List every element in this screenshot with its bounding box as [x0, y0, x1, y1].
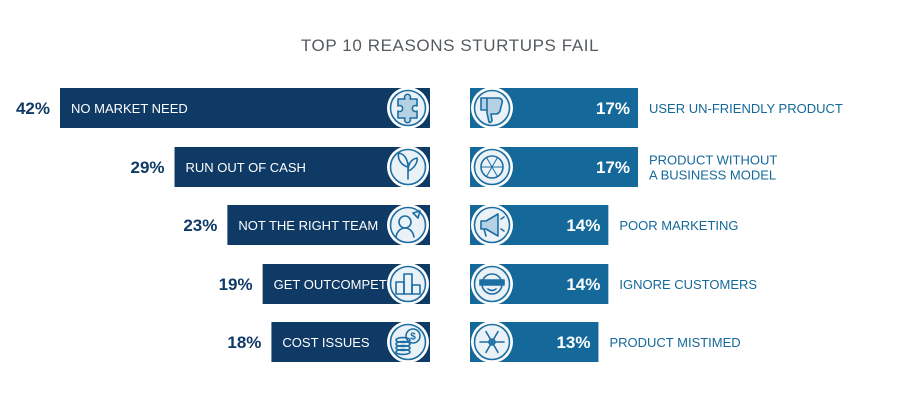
right-category-label: A BUSINESS MODEL — [649, 168, 776, 183]
chart-title: TOP 10 REASONS STURTUPS FAIL — [300, 36, 600, 55]
left-bar-group: 42% NO MARKET NEED — [16, 87, 430, 129]
megaphone-icon — [471, 204, 513, 246]
left-bar-group: 19% GET OUTCOMPETED — [219, 263, 430, 305]
right-value-label: 17% — [596, 158, 630, 177]
left-category-label: RUN OUT OF CASH — [186, 160, 306, 175]
left-value-label: 23% — [183, 216, 217, 235]
left-category-label: GET OUTCOMPETED — [274, 277, 405, 292]
blindfold-icon — [471, 263, 513, 305]
right-category-label: USER UN-FRIENDLY PRODUCT — [649, 101, 843, 116]
icon-inner — [473, 206, 511, 244]
right-bar-group: 14% IGNORE CUSTOMERS — [470, 263, 757, 305]
right-value-label: 14% — [566, 216, 600, 235]
right-category-label: PRODUCT WITHOUT — [649, 153, 777, 168]
right-bar-group: 14% POOR MARKETING — [470, 204, 739, 246]
right-category-label: IGNORE CUSTOMERS — [619, 277, 757, 292]
right-value-label: 14% — [566, 275, 600, 294]
left-bar-group: 23% NOT THE RIGHT TEAM — [183, 204, 430, 246]
money-plant-icon — [387, 146, 429, 188]
snowflake-icon — [471, 321, 513, 363]
left-category-label: NO MARKET NEED — [71, 101, 188, 116]
coins-icon: $ — [387, 321, 429, 363]
left-value-label: 18% — [227, 333, 261, 352]
hamster-wheel-icon — [471, 146, 513, 188]
left-bar-group: 18% COST ISSUES $ — [227, 321, 430, 363]
puzzle-icon — [387, 87, 429, 129]
left-category-label: NOT THE RIGHT TEAM — [238, 218, 378, 233]
dollar-glyph: $ — [410, 332, 416, 343]
left-bar — [60, 88, 430, 128]
left-bar-group: 29% RUN OUT OF CASH — [130, 146, 430, 188]
right-category-label: POOR MARKETING — [619, 218, 738, 233]
icon-inner — [389, 265, 427, 303]
left-value-label: 19% — [219, 275, 253, 294]
right-value-label: 17% — [596, 99, 630, 118]
team-icon — [387, 204, 429, 246]
left-value-label: 29% — [130, 158, 164, 177]
podium-icon — [387, 263, 429, 305]
thumbs-down-icon — [471, 87, 513, 129]
right-value-label: 13% — [556, 333, 590, 352]
right-category-label: PRODUCT MISTIMED — [609, 335, 740, 350]
left-value-label: 42% — [16, 99, 50, 118]
right-bar-group: 13% PRODUCT MISTIMED — [470, 321, 741, 363]
left-category-label: COST ISSUES — [282, 335, 370, 350]
right-bar-group: 17% USER UN-FRIENDLY PRODUCT — [470, 87, 843, 129]
